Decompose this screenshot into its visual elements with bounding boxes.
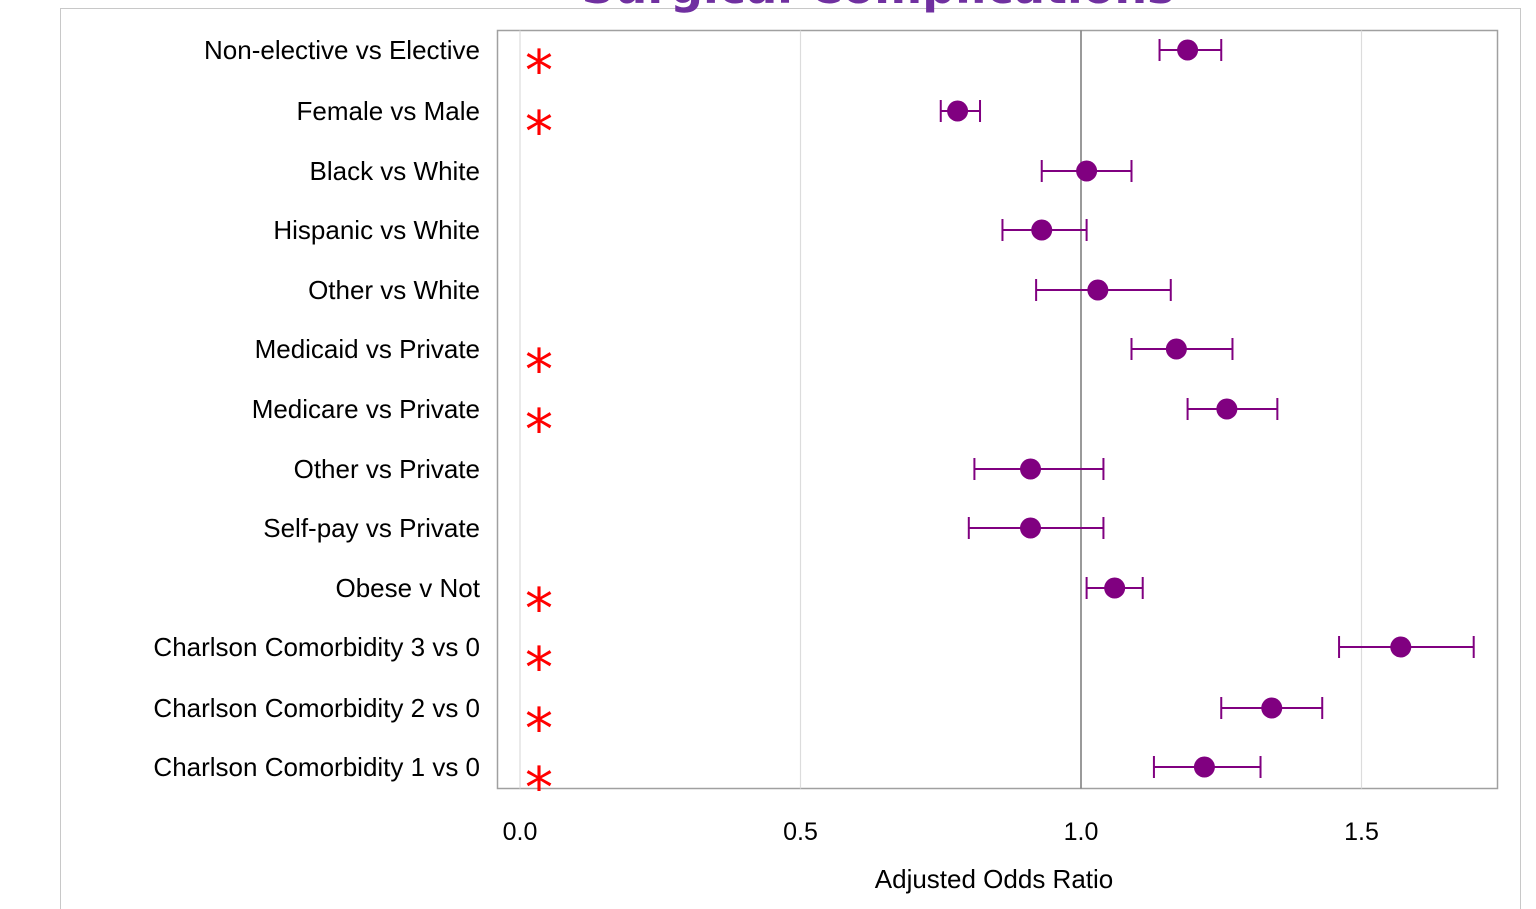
x-axis-label: Adjusted Odds Ratio <box>875 864 1113 894</box>
row-label: Self-pay vs Private <box>263 513 480 543</box>
odds-ratio-point <box>1087 279 1109 301</box>
row-label: Charlson Comorbidity 2 vs 0 <box>153 693 480 723</box>
grid-lines <box>519 30 1363 789</box>
significance-star: * <box>525 636 553 701</box>
x-tick-label: 1.0 <box>1064 818 1099 846</box>
row-label: Black vs White <box>310 156 481 186</box>
row-label: Hispanic vs White <box>273 215 480 245</box>
row-label: Other vs White <box>308 275 480 305</box>
odds-ratio-point <box>1031 219 1053 241</box>
x-tick-label: 0.0 <box>503 818 538 846</box>
row-label: Other vs Private <box>294 454 480 484</box>
odds-ratio-point <box>1076 160 1098 182</box>
odds-ratio-point <box>1165 338 1187 360</box>
significance-star: * <box>525 39 553 104</box>
category-labels: Non-elective vs Elective Female vs Male Bl… <box>153 35 480 782</box>
row-label: Medicare vs Private <box>252 394 480 424</box>
significance-star: * <box>525 338 553 403</box>
significance-star: * <box>525 577 553 642</box>
row-label: Obese v Not <box>335 573 480 603</box>
significance-markers: ******** <box>525 39 553 821</box>
plot-frame <box>496 29 1499 790</box>
odds-ratio-point <box>1177 39 1199 61</box>
odds-ratio-point <box>1104 577 1126 599</box>
row-label: Female vs Male <box>297 96 481 126</box>
significance-star: * <box>525 756 553 821</box>
significance-star: * <box>525 100 553 165</box>
odds-ratio-point <box>1020 458 1042 480</box>
odds-ratio-point <box>1261 697 1283 719</box>
row-label: Charlson Comorbidity 1 vs 0 <box>153 752 480 782</box>
x-tick-label: 0.5 <box>783 818 818 846</box>
row-label: Charlson Comorbidity 3 vs 0 <box>153 632 480 662</box>
chart-title: Surgical Complications <box>582 0 1175 14</box>
odds-ratio-point <box>947 100 969 122</box>
odds-ratio-point <box>1020 517 1042 539</box>
row-label: Non-elective vs Elective <box>204 35 480 65</box>
significance-star: * <box>525 398 553 463</box>
row-label: Medicaid vs Private <box>255 334 480 364</box>
odds-ratio-point <box>1390 636 1412 658</box>
odds-ratio-points <box>947 39 1412 778</box>
odds-ratio-point <box>1216 398 1238 420</box>
odds-ratio-point <box>1193 756 1215 778</box>
significance-star: * <box>525 697 553 762</box>
x-axis-ticks: 0.0 0.5 1.0 1.5 <box>503 818 1379 846</box>
x-tick-label: 1.5 <box>1344 818 1379 846</box>
